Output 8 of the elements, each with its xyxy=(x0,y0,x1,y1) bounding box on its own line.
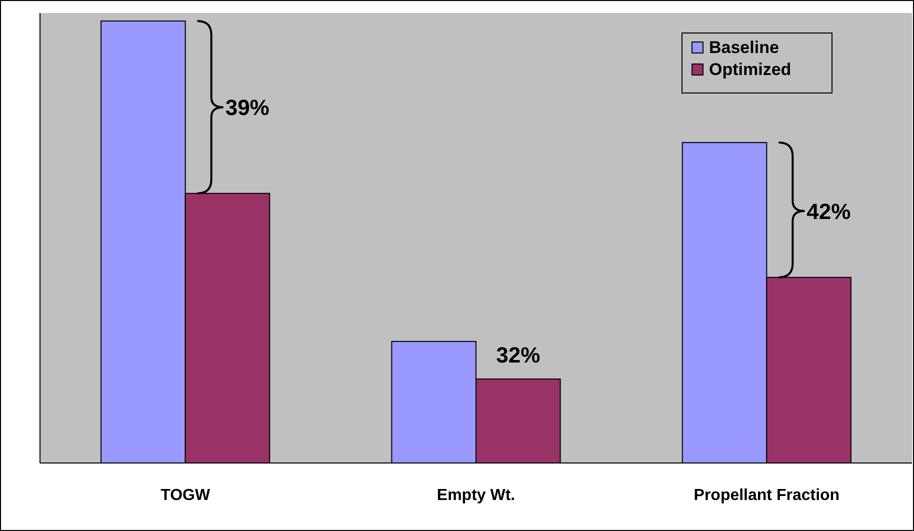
annotation: 39% xyxy=(225,95,270,120)
x-tick-label: Empty Wt. xyxy=(436,487,516,504)
x-tick-label: Propellant Fraction xyxy=(694,487,840,504)
x-tick-label: TOGW xyxy=(160,487,211,504)
annotation: 32% xyxy=(496,342,540,368)
legend-label: Optimized xyxy=(709,60,792,79)
annotation: 42% xyxy=(806,199,851,224)
legend-label: Baseline xyxy=(709,38,779,57)
